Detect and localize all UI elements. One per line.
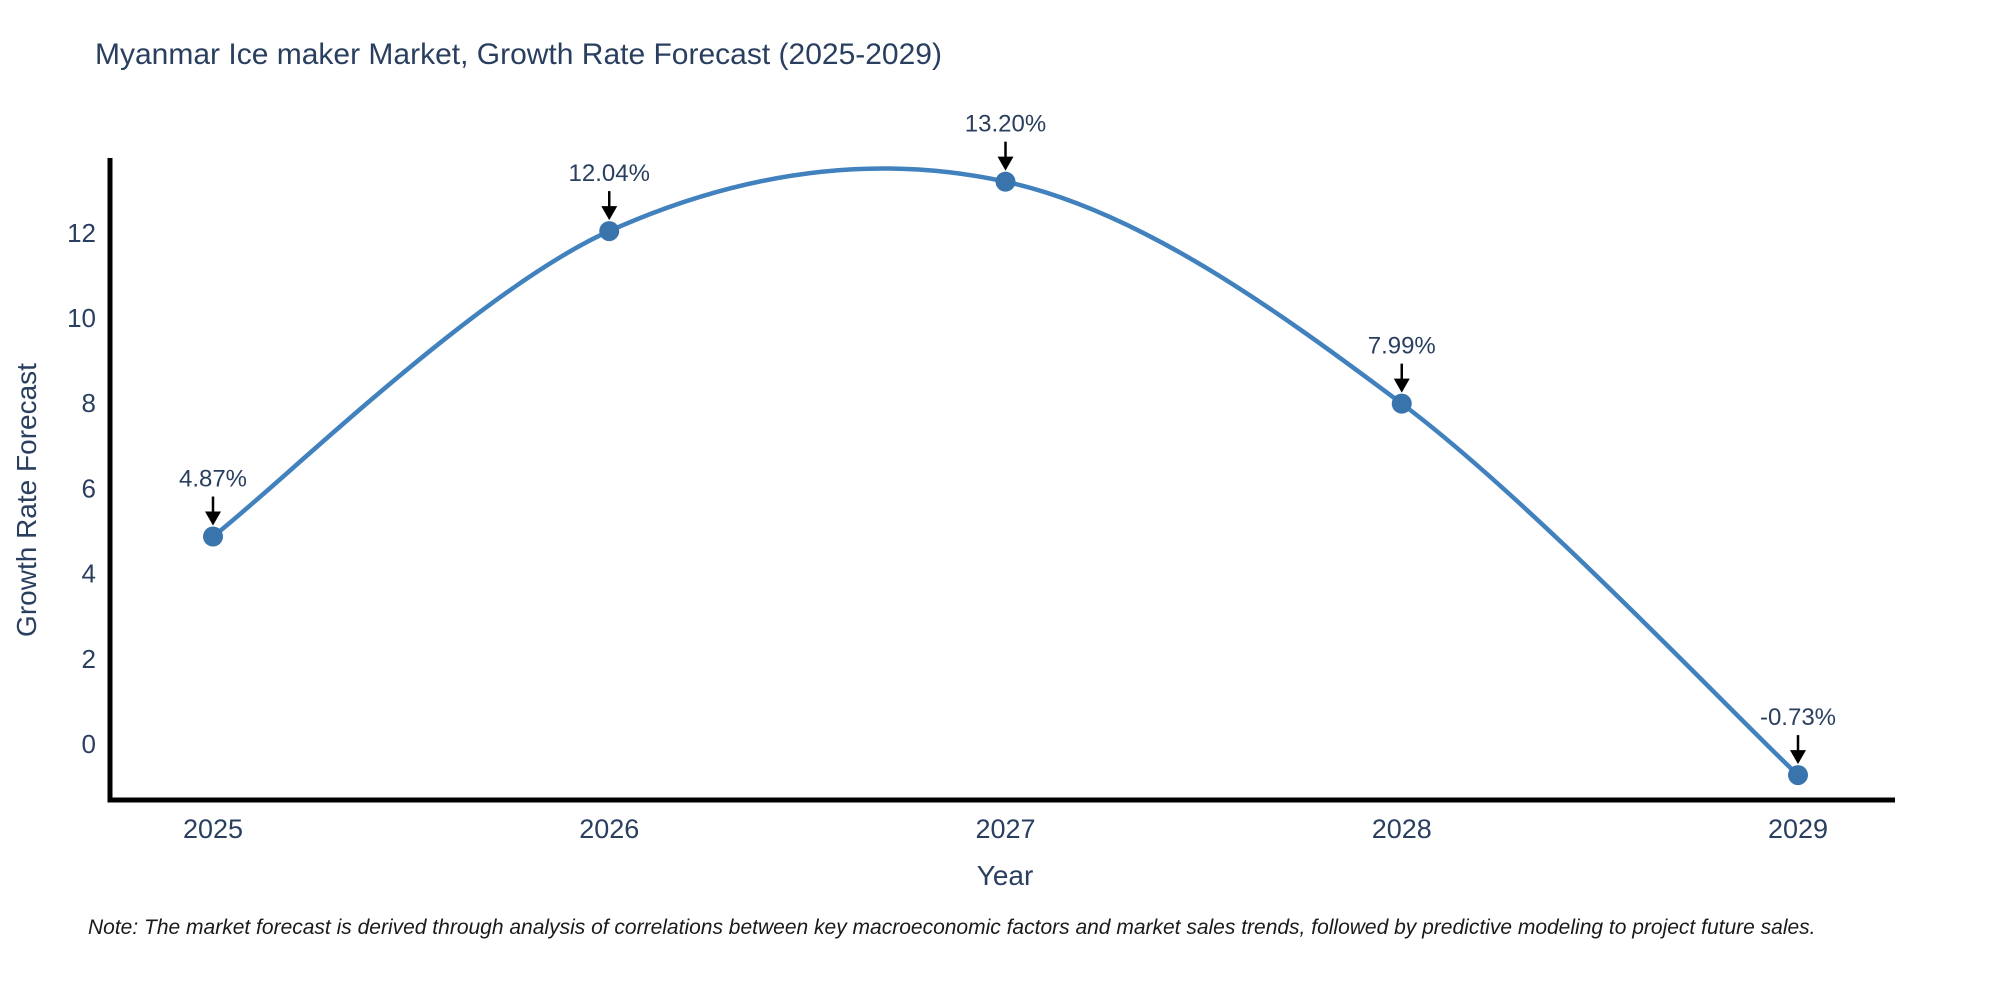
- y-tick-label: 8: [82, 388, 96, 418]
- y-tick-label: 12: [67, 218, 96, 248]
- data-point-marker: [995, 171, 1016, 192]
- point-annotation-label: 12.04%: [569, 160, 650, 187]
- x-tick-label: 2025: [183, 814, 243, 844]
- point-annotation-label: -0.73%: [1760, 704, 1836, 731]
- data-point-marker: [599, 221, 620, 242]
- point-annotation-label: 4.87%: [179, 466, 247, 493]
- chart-title: Myanmar Ice maker Market, Growth Rate Fo…: [95, 38, 942, 71]
- y-tick-label: 4: [82, 559, 96, 589]
- y-tick-label: 2: [82, 644, 96, 674]
- annotation-arrowhead: [601, 206, 618, 221]
- x-tick-label: 2028: [1372, 814, 1432, 844]
- x-tick-label: 2026: [579, 814, 639, 844]
- y-tick-label: 6: [82, 473, 96, 503]
- data-point-marker: [1788, 765, 1808, 786]
- footnote: Note: The market forecast is derived thr…: [88, 916, 1816, 939]
- annotation-arrowhead: [1393, 378, 1410, 393]
- y-tick-label: 0: [82, 729, 96, 759]
- data-point-marker: [1391, 393, 1412, 414]
- y-tick-label: 10: [67, 303, 96, 333]
- x-axis-title: Year: [976, 860, 1034, 891]
- x-tick-label: 2029: [1768, 814, 1828, 844]
- data-point-marker: [203, 526, 223, 547]
- series-line: [210, 166, 1801, 778]
- annotation-arrowhead: [1790, 750, 1806, 765]
- annotation-arrowhead: [205, 511, 221, 526]
- x-tick-label: 2027: [975, 814, 1035, 844]
- annotation-arrowhead: [997, 156, 1014, 171]
- point-annotation-label: 7.99%: [1368, 333, 1436, 360]
- point-annotation-label: 13.20%: [965, 111, 1046, 138]
